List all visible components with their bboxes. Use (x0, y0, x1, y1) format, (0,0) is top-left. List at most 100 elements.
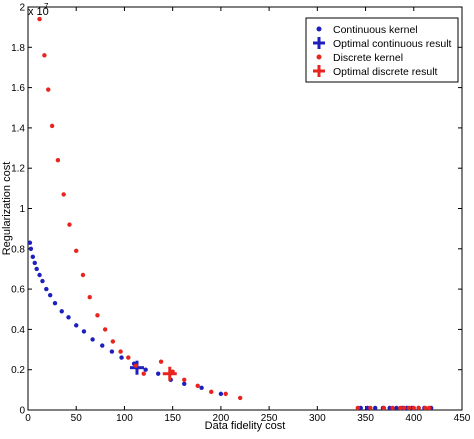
legend-label-optimal-discrete-result: Optimal discrete result (333, 66, 438, 78)
discrete-kernel-point (423, 405, 428, 411)
continuous-kernel-point (52, 301, 58, 306)
discrete-kernel-point (237, 395, 243, 401)
continuous-kernel-point (100, 343, 105, 348)
continuous-kernel-point (47, 292, 53, 298)
x-tick-label: 450 (454, 413, 471, 424)
y-tick-label: 1.2 (11, 164, 25, 175)
optimal-continuous-result-point (129, 360, 144, 375)
y-axis: 0 0.2 0.4 0.6 0.8 1 1.2 1.4 1.6 1.8 2 (11, 3, 462, 417)
legend-label-discrete-kernel: Discrete kernel (333, 52, 403, 64)
continuous-kernel-point (40, 278, 45, 284)
continuous-kernel-point (394, 405, 399, 411)
legend-label-continuous-kernel: Continuous kernel (333, 24, 418, 36)
continuous-kernel-point (109, 349, 115, 354)
discrete-kernel-point (209, 389, 214, 395)
discrete-kernel-point (87, 294, 92, 300)
legend-box (305, 17, 459, 83)
discrete-kernel-point (398, 405, 403, 411)
continuous-kernel-point (32, 260, 37, 266)
x-axis-label: Data fidelity cost (205, 420, 286, 432)
x-tick-label: 50 (71, 413, 83, 424)
y-tick-label: 2 (19, 3, 25, 14)
continuous-kernel-point (74, 323, 79, 328)
legend-marker-discrete-kernel (316, 54, 322, 60)
discrete-kernel-point (390, 405, 395, 411)
discrete-kernel-point (158, 359, 164, 364)
discrete-kernel-point (110, 339, 116, 344)
discrete-kernel-point (42, 53, 47, 58)
x-tick-label: 200 (213, 413, 230, 424)
continuous-kernel-point (119, 355, 124, 360)
discrete-kernel-point (74, 248, 79, 254)
legend: Continuous kernel Optimal continuous resu… (305, 17, 459, 83)
x-axis: 0 50 100 150 200 250 300 350 400 450 (25, 7, 471, 424)
x-tick-label: 350 (357, 413, 374, 424)
discrete-kernel-point (126, 355, 131, 360)
x-tick-label: 0 (25, 413, 31, 424)
discrete-kernel-point (355, 405, 361, 411)
x-tick-label: 400 (405, 413, 422, 424)
discrete-kernel-point (416, 405, 421, 411)
discrete-kernel-point (133, 363, 139, 368)
y-tick-label: 1.4 (11, 123, 25, 134)
continuous-kernel-point (66, 315, 71, 320)
continuous-kernel-point (81, 329, 87, 334)
continuous-kernel-point (156, 371, 161, 376)
y-tick-label: 1 (19, 204, 25, 215)
legend-marker-continuous-kernel (316, 26, 322, 32)
y-axis-label: Regularization cost (1, 162, 13, 256)
x-tick-label: 100 (116, 413, 133, 424)
x-tick-label: 250 (261, 413, 278, 424)
discrete-kernel-point (427, 405, 432, 411)
discrete-kernel-point (182, 377, 187, 382)
discrete-kernel-point (118, 349, 123, 354)
discrete-kernel-point (223, 391, 228, 397)
discrete-kernel-point (55, 157, 61, 163)
y-multiplier-label: x 10 (28, 6, 49, 18)
continuous-kernel-point (59, 309, 64, 314)
y-tick-label: 0.8 (11, 244, 25, 255)
discrete-kernel-point (37, 16, 42, 22)
discrete-kernel-point (95, 313, 100, 318)
continuous-kernel-point (27, 240, 33, 245)
y-multiplier-exponent: 7 (44, 2, 49, 11)
continuous-kernel-point (90, 337, 95, 342)
continuous-kernel-point (28, 246, 34, 251)
continuous-kernel-point (373, 405, 378, 411)
y-tick-label: 0.4 (11, 325, 25, 336)
continuous-kernel-point (143, 367, 148, 372)
data-marks (27, 16, 434, 411)
discrete-kernel-point (406, 405, 412, 411)
discrete-kernel-point (141, 371, 146, 376)
continuous-kernel-point (37, 272, 42, 278)
continuous-kernel-point (44, 286, 49, 292)
discrete-kernel-point (381, 405, 387, 411)
continuous-kernel-point (30, 254, 36, 260)
legend-label-optimal-continuous-result: Optimal continuous result (333, 38, 452, 50)
legend-marker-optimal-continuous-result (313, 37, 325, 49)
continuous-kernel-point (182, 381, 187, 387)
discrete-kernel-point (67, 222, 72, 227)
discrete-kernel-point (102, 327, 108, 332)
discrete-kernel-point (368, 405, 373, 411)
discrete-kernel-point (195, 383, 200, 389)
discrete-kernel-point (401, 405, 407, 411)
continuous-kernel-point (199, 385, 204, 391)
y-tick-label: 0 (19, 406, 25, 417)
legend-marker-optimal-discrete-result (313, 65, 325, 77)
y-tick-label: 1.8 (11, 43, 25, 54)
discrete-kernel-point (80, 272, 86, 278)
discrete-kernel-point (61, 192, 66, 197)
x-tick-label: 300 (309, 413, 326, 424)
y-tick-label: 0.6 (11, 285, 25, 296)
continuous-kernel-point (218, 391, 224, 397)
y-tick-label: 1.6 (11, 83, 25, 94)
discrete-kernel-point (46, 87, 51, 92)
y-tick-label: 0.2 (11, 365, 25, 376)
x-tick-label: 150 (164, 413, 181, 424)
continuous-kernel-point (34, 266, 39, 272)
optimal-discrete-result-point (162, 366, 177, 381)
discrete-kernel-point (411, 405, 416, 411)
